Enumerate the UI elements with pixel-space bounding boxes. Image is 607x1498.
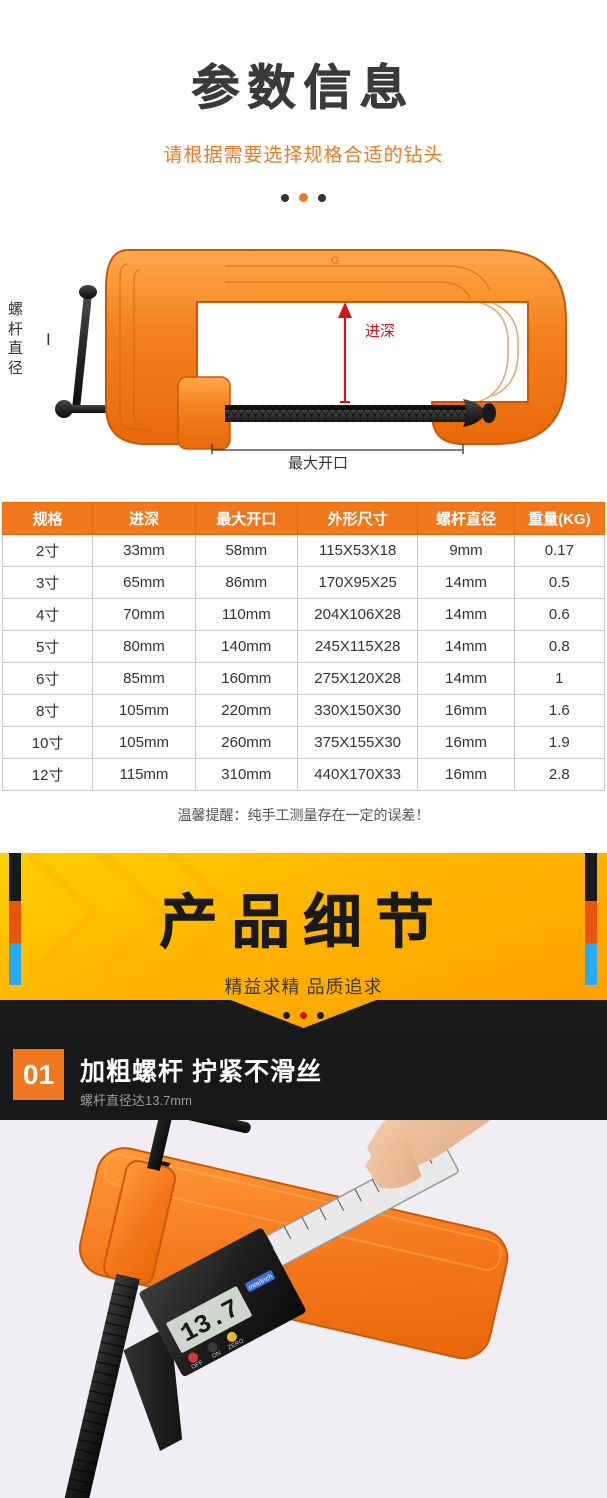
svg-text:G: G <box>331 255 340 267</box>
